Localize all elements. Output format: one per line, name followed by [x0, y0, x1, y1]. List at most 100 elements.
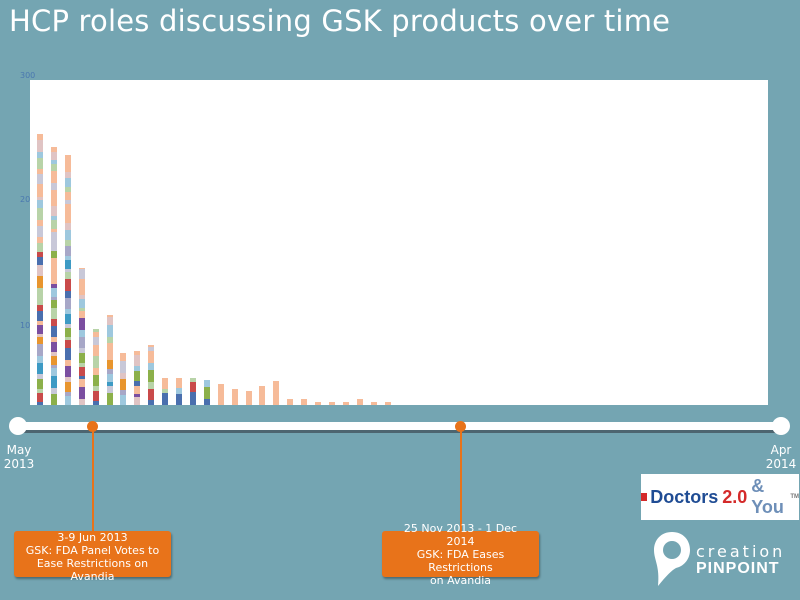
bar-segment [106, 385, 113, 394]
bar[interactable] [259, 385, 266, 405]
bar-segment [64, 229, 71, 241]
timeline-start-handle[interactable] [9, 417, 27, 435]
timeline-end-handle[interactable] [772, 417, 790, 435]
bar[interactable] [315, 401, 321, 405]
bar-segment [78, 267, 85, 269]
event-text-line: on Avandia [429, 574, 492, 587]
bar[interactable] [50, 147, 57, 405]
bar[interactable] [287, 398, 294, 405]
bar-segment [162, 393, 169, 402]
bar-segment [50, 368, 57, 376]
bar[interactable] [148, 345, 155, 405]
bar[interactable] [134, 350, 141, 405]
bar-segment [64, 172, 71, 178]
bar[interactable] [120, 353, 127, 405]
event-marker-2[interactable] [455, 421, 466, 432]
bar[interactable] [342, 401, 349, 405]
bar-segment [189, 392, 196, 397]
bar-segment [50, 283, 57, 289]
bar-segment [92, 390, 99, 401]
bar-segment [342, 401, 349, 405]
bar-segment [64, 359, 71, 367]
bar-segment [50, 394, 57, 405]
timeline-start-label: May 2013 [3, 443, 35, 471]
bar-segment [162, 377, 169, 380]
bar-segment [37, 333, 43, 337]
bar[interactable] [245, 390, 252, 405]
bar-segment [37, 169, 43, 175]
bar-segment [92, 345, 99, 349]
bar-segment [50, 189, 57, 201]
bar[interactable] [356, 398, 363, 405]
bar-segment [37, 288, 43, 295]
bar[interactable] [176, 377, 182, 405]
bar-segment [50, 251, 57, 258]
bar[interactable] [231, 388, 238, 405]
bar-segment [134, 394, 141, 398]
bar-segment [315, 401, 321, 405]
bar[interactable] [64, 154, 71, 405]
bar-segment [37, 373, 43, 380]
bar[interactable] [370, 401, 377, 405]
pin-icon [654, 532, 690, 586]
bar-segment [64, 347, 71, 360]
bar-segment [50, 200, 57, 206]
bar-segment [162, 388, 169, 394]
bar-segment [92, 385, 99, 391]
event-marker-1[interactable] [87, 421, 98, 432]
bar-segment [50, 296, 57, 300]
bar-segment [134, 355, 141, 367]
event-stem-1 [92, 428, 94, 532]
bar[interactable] [162, 377, 169, 405]
timeline-track[interactable] [18, 422, 782, 433]
event-text-line: Restrictions [428, 561, 493, 574]
bar-segment [106, 315, 113, 318]
bar-segment [50, 205, 57, 216]
bar[interactable] [189, 377, 196, 405]
bar-segment [120, 353, 127, 361]
bar-segment [37, 200, 43, 208]
bar-segment [106, 343, 113, 355]
bar-segment [64, 314, 71, 324]
plot-area [30, 80, 768, 405]
bar[interactable] [301, 398, 308, 405]
bar[interactable] [328, 401, 335, 405]
bar-segment [37, 356, 43, 363]
bar-segment [64, 223, 71, 230]
event-callout-1[interactable]: 3-9 Jun 2013 GSK: FDA Panel Votes to Eas… [14, 531, 171, 583]
bar[interactable] [92, 329, 99, 405]
bar-segment [37, 188, 43, 198]
bar[interactable] [78, 267, 85, 405]
bar-segment [106, 393, 113, 405]
bar[interactable] [37, 134, 43, 405]
bar-segment [106, 317, 113, 325]
bar-segment [134, 371, 141, 382]
bar[interactable] [203, 380, 210, 405]
bar-segment [78, 375, 85, 380]
bar-segment [273, 381, 280, 405]
bar-segment [78, 379, 85, 387]
bar-segment [92, 400, 99, 405]
bar-segment [64, 291, 71, 298]
bar-segment [217, 384, 224, 405]
bar-segment [78, 386, 85, 399]
event-callout-2[interactable]: 25 Nov 2013 - 1 Dec 2014 GSK: FDA Eases … [382, 522, 539, 587]
bar[interactable] [106, 315, 113, 405]
bar-segment [50, 268, 57, 274]
bar-segment [50, 183, 57, 190]
bar-segment [92, 368, 99, 375]
bar-segment [78, 353, 85, 363]
bar[interactable] [384, 401, 391, 405]
bar[interactable] [217, 384, 224, 405]
bar-segment [37, 265, 43, 269]
bar-segment [50, 336, 57, 343]
bar-segment [64, 297, 71, 309]
bar-segment [120, 389, 127, 396]
bar-segment [106, 373, 113, 383]
bar-segment [78, 294, 85, 299]
bar-segment [301, 398, 308, 405]
bar[interactable] [273, 381, 280, 405]
bar-segment [259, 385, 266, 405]
bar-segment [176, 387, 182, 395]
y-tick-label: 100 [20, 321, 36, 330]
